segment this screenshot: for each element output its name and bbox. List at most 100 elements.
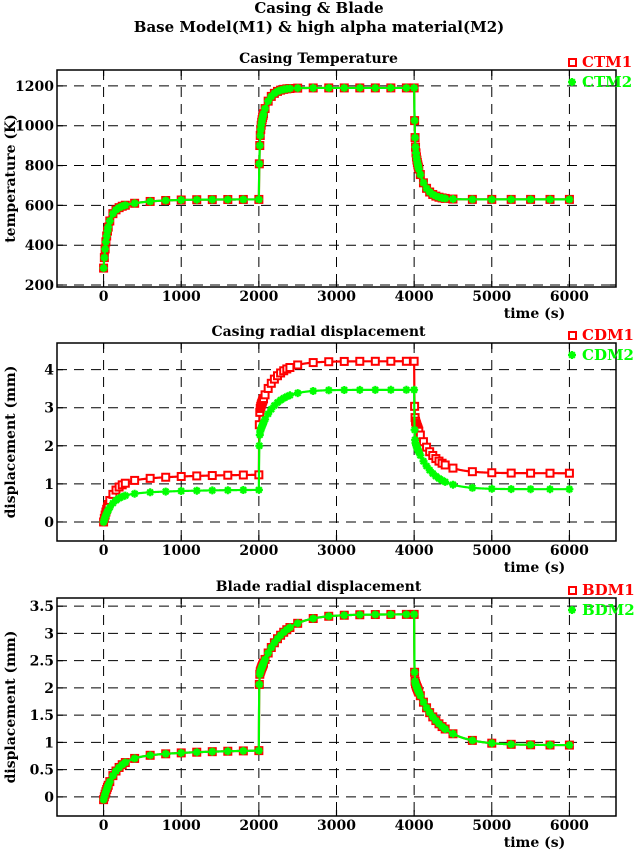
data-point bbox=[223, 470, 233, 480]
data-point bbox=[192, 486, 201, 495]
y-tick-label: 1000 bbox=[15, 119, 54, 135]
figure-title: Casing & Blade bbox=[254, 0, 383, 17]
data-point bbox=[279, 628, 288, 637]
data-point bbox=[487, 739, 496, 748]
data-point bbox=[402, 83, 411, 92]
data-point bbox=[355, 610, 364, 619]
data-point bbox=[259, 109, 268, 118]
data-point bbox=[440, 460, 450, 470]
data-point bbox=[468, 736, 477, 745]
data-point bbox=[255, 441, 264, 450]
data-point bbox=[564, 468, 574, 478]
data-point bbox=[565, 741, 574, 750]
legend-label-CTM2: CTM2 bbox=[582, 73, 632, 91]
x-tick-label: 1000 bbox=[162, 289, 201, 305]
x-tick-label: 0 bbox=[99, 289, 109, 305]
data-point bbox=[339, 356, 349, 366]
legend-marker-BDM1 bbox=[568, 586, 577, 595]
legend-marker-CTM1 bbox=[568, 58, 577, 67]
data-point bbox=[324, 386, 333, 395]
y-axis-label: displacement (mm) bbox=[3, 631, 19, 784]
data-point bbox=[467, 467, 477, 477]
data-point bbox=[146, 197, 155, 206]
data-point bbox=[146, 751, 155, 760]
data-point bbox=[239, 195, 248, 204]
data-point bbox=[324, 612, 333, 621]
data-point bbox=[293, 389, 302, 398]
legend-label-BDM1: BDM1 bbox=[582, 581, 635, 599]
data-point bbox=[410, 116, 419, 125]
plot-frame bbox=[56, 342, 617, 542]
data-point bbox=[101, 237, 110, 246]
data-point bbox=[419, 698, 428, 707]
data-point bbox=[410, 83, 419, 92]
data-point bbox=[526, 468, 536, 478]
data-point bbox=[355, 83, 364, 92]
data-point bbox=[449, 195, 457, 203]
data-point bbox=[285, 391, 294, 400]
data-point bbox=[293, 360, 303, 370]
x-tick-label: 2000 bbox=[239, 289, 278, 305]
x-tick-label: 3000 bbox=[317, 543, 356, 559]
data-point bbox=[546, 195, 554, 204]
data-point bbox=[324, 357, 334, 367]
data-point bbox=[411, 143, 420, 152]
data-point bbox=[506, 468, 516, 478]
chart-panel-2: Casing radial displacement 0 1000 2000 3000 4… bbox=[3, 324, 634, 576]
x-tick-label: 0 bbox=[99, 543, 109, 559]
x-tick-label: 6000 bbox=[550, 818, 589, 834]
data-point bbox=[254, 485, 263, 494]
data-point bbox=[177, 196, 186, 204]
data-point bbox=[546, 741, 554, 749]
data-point bbox=[146, 488, 155, 497]
series-CDM2 bbox=[99, 385, 574, 526]
legend-label-CDM1: CDM1 bbox=[582, 326, 634, 344]
data-point bbox=[419, 178, 428, 187]
data-point bbox=[448, 463, 458, 473]
data-point bbox=[207, 471, 217, 481]
data-point bbox=[507, 485, 516, 494]
data-point bbox=[259, 659, 268, 667]
y-tick-label: 2 bbox=[44, 681, 54, 697]
data-point bbox=[441, 725, 450, 733]
legend-label-CDM2: CDM2 bbox=[582, 346, 634, 364]
y-tick-label: 4 bbox=[44, 363, 54, 379]
data-point bbox=[410, 610, 419, 619]
data-point bbox=[255, 680, 264, 689]
data-point bbox=[410, 425, 419, 434]
data-point bbox=[130, 489, 139, 498]
data-point bbox=[192, 748, 201, 757]
data-point bbox=[208, 747, 217, 756]
data-point bbox=[276, 631, 285, 640]
chart-title: Blade radial displacement bbox=[216, 579, 422, 595]
data-point bbox=[441, 477, 450, 486]
data-point bbox=[208, 486, 217, 495]
x-axis-label: time (s) bbox=[504, 560, 566, 576]
data-point bbox=[264, 97, 273, 106]
data-point bbox=[254, 746, 263, 755]
data-point bbox=[355, 356, 365, 366]
data-point bbox=[177, 748, 186, 757]
data-point bbox=[105, 777, 114, 786]
x-tick-label: 3000 bbox=[317, 818, 356, 834]
data-point bbox=[267, 643, 276, 652]
x-tick-label: 5000 bbox=[472, 818, 511, 834]
data-point bbox=[104, 781, 113, 790]
data-point bbox=[239, 746, 248, 755]
data-point bbox=[425, 466, 434, 475]
data-point bbox=[355, 385, 364, 394]
data-point bbox=[255, 159, 264, 168]
data-point bbox=[261, 415, 270, 424]
x-tick-label: 6000 bbox=[550, 543, 589, 559]
data-point bbox=[161, 749, 170, 758]
data-point bbox=[121, 758, 130, 767]
data-point bbox=[370, 356, 380, 366]
data-point bbox=[468, 483, 477, 492]
y-tick-label: 600 bbox=[25, 198, 54, 214]
data-point bbox=[223, 747, 232, 756]
x-tick-label: 4000 bbox=[395, 818, 434, 834]
data-point bbox=[177, 487, 186, 495]
data-point bbox=[507, 195, 516, 204]
data-point bbox=[223, 195, 232, 204]
